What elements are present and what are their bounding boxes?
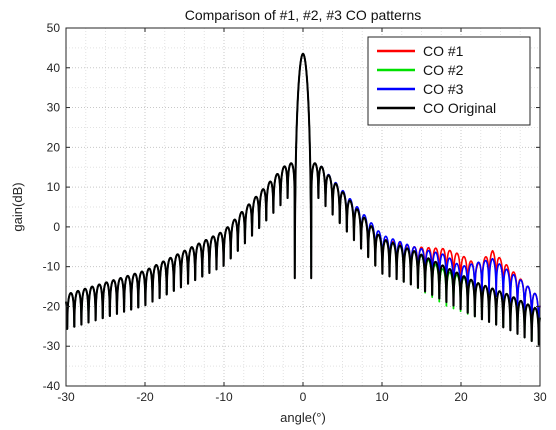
y-tick-label: 10 [47,180,61,194]
y-tick-label: -10 [43,260,61,274]
y-tick-label: 30 [47,101,61,115]
series-line-4 [65,52,541,346]
x-axis-label: angle(°) [280,410,326,425]
y-tick-label: -40 [43,379,61,393]
y-tick-label: 20 [47,140,61,154]
grid [65,27,541,387]
chart-title: Comparison of #1, #2, #3 CO patterns [185,7,422,23]
x-tick-label: -20 [136,390,154,404]
y-tick-label: 50 [47,21,61,35]
x-tick-label: 20 [454,390,468,404]
y-tick-label: 0 [53,220,60,234]
x-tick-label: -10 [215,390,233,404]
legend: CO #1 CO #2 CO #3 CO Original [367,36,531,126]
y-axis-label: gain(dB) [10,182,25,231]
x-tick-label: 30 [533,390,547,404]
x-tick-label: 0 [300,390,307,404]
y-tick-label: -20 [43,299,61,313]
legend-label: CO #1 [423,43,464,59]
x-tick-label: -30 [57,390,75,404]
legend-label: CO Original [423,100,496,116]
y-tick-label: 40 [47,61,61,75]
y-tick-label: -30 [43,339,61,353]
legend-label: CO #2 [423,62,464,78]
x-tick-label: 10 [375,390,389,404]
legend-label: CO #3 [423,81,464,97]
series-layer [65,52,541,346]
